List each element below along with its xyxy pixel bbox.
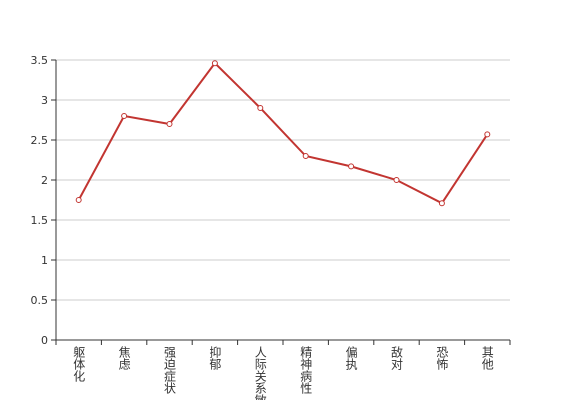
point — [302, 153, 309, 159]
y-tick-label: 3.5 — [31, 54, 49, 67]
point — [393, 177, 400, 183]
point — [211, 60, 218, 67]
y-tick-label: 0.5 — [31, 294, 49, 307]
point — [348, 163, 355, 170]
y-tick-label: 1 — [41, 254, 48, 267]
x-tick-label: 敌对 — [390, 345, 404, 370]
y-tick-label: 1.5 — [31, 214, 49, 227]
line — [77, 61, 489, 205]
point — [75, 197, 82, 203]
y-tick-label: 3 — [41, 94, 48, 107]
y-tick-label: 0 — [41, 334, 48, 347]
x-tick-label: 焦虑 — [117, 346, 131, 370]
x-tick-label: 躯体化 — [72, 345, 86, 383]
point — [121, 113, 128, 119]
y-tick-label: 2.5 — [31, 134, 49, 147]
point — [166, 121, 173, 127]
x-tick-label: 恐怖 — [435, 346, 449, 370]
x-tick-label: 精神病性 — [299, 346, 313, 395]
x-tick-label: 抑郁 — [208, 345, 222, 371]
x-tick-label: 偏执 — [344, 345, 358, 371]
x-tick-label: 其他 — [480, 346, 494, 370]
point — [257, 105, 264, 111]
point — [438, 200, 445, 207]
y-tick-label: 2 — [41, 174, 48, 187]
x-tick-label: 人际关系敏感 — [253, 346, 267, 400]
point — [484, 131, 491, 138]
x-tick-label: 强迫症状 — [163, 346, 177, 394]
